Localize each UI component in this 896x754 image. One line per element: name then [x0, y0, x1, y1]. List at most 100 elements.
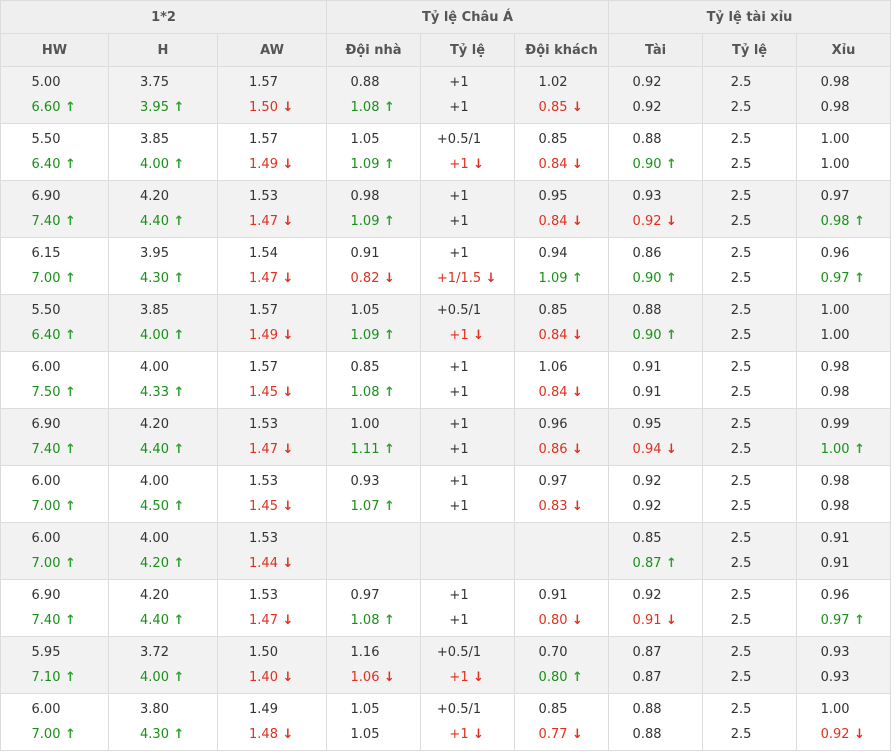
opening-odds: 0.98: [820, 473, 850, 489]
arrow-up-icon: ↑: [65, 612, 76, 628]
opening-odds: +1: [449, 587, 469, 603]
arrow-up-icon: ↑: [384, 327, 395, 343]
opening-odds: 1.57: [249, 74, 278, 90]
arrow-down-icon: ↓: [572, 327, 583, 343]
current-odds: +1: [449, 384, 469, 400]
group-over-under-header: Tỷ lệ tài xỉu: [608, 0, 892, 34]
odds-cell-aw: 1.53↑1.47↓: [216, 180, 328, 238]
opening-odds: 0.96: [538, 416, 568, 432]
opening-odds: 0.85: [538, 302, 568, 318]
current-odds: 1.11: [350, 441, 380, 457]
odds-cell-away: 0.85↑0.77↓: [514, 693, 610, 751]
odds-cell-home: 0.85↑1.08↑: [326, 351, 422, 409]
odds-cell-over: 0.87↑0.87↑: [608, 636, 704, 694]
opening-odds: +1: [449, 416, 469, 432]
current-odds: 0.82: [350, 270, 380, 286]
table-row: 6.90↑7.40↑4.20↑4.40↑1.53↑1.47↓0.97↑1.08↑…: [0, 579, 892, 637]
odds-cell-away: ↑↑: [514, 522, 610, 580]
arrow-down-icon: ↓: [282, 156, 294, 172]
odds-cell-away: 0.85↑0.84↓: [514, 123, 610, 181]
odds-cell-ou-line: 2.5↑2.5↑: [702, 522, 798, 580]
opening-odds: 2.5: [730, 701, 752, 717]
current-odds: 1.00: [820, 327, 850, 343]
arrow-up-icon: ↑: [173, 612, 185, 628]
odds-cell-h: 3.85↑4.00↑: [108, 294, 218, 352]
arrow-up-icon: ↑: [173, 669, 185, 685]
arrow-up-icon: ↑: [384, 612, 395, 628]
odds-cell-over: 0.95↑0.94↓: [608, 408, 704, 466]
odds-cell-home: 1.00↑1.11↑: [326, 408, 422, 466]
opening-odds: 6.90: [31, 587, 61, 603]
odds-cell-hw: 6.90↑7.40↑: [0, 180, 109, 238]
current-odds: 0.92: [632, 99, 662, 115]
current-odds: 0.91: [820, 555, 850, 571]
current-odds: 7.00: [31, 270, 61, 286]
current-odds: 2.5: [730, 669, 752, 685]
arrow-down-icon: ↓: [572, 726, 583, 742]
opening-odds: 0.88: [632, 701, 662, 717]
odds-cell-over: 0.86↑0.90↑: [608, 237, 704, 295]
odds-cell-aw: 1.54↑1.47↓: [216, 237, 328, 295]
opening-odds: +1: [449, 74, 469, 90]
opening-odds: 1.57: [249, 359, 278, 375]
odds-cell-away: 0.94↑1.09↑: [514, 237, 610, 295]
odds-cell-h: 3.75↑3.95↑: [108, 66, 218, 124]
opening-odds: 5.50: [31, 131, 61, 147]
current-odds: 1.06: [350, 669, 380, 685]
opening-odds: 0.93: [820, 644, 850, 660]
odds-cell-under: 0.99↑1.00↑: [796, 408, 892, 466]
opening-odds: 0.92: [632, 74, 662, 90]
table-row: 5.50↑6.40↑3.85↑4.00↑1.57↑1.49↓1.05↑1.09↑…: [0, 123, 892, 181]
current-odds: 4.30: [140, 270, 169, 286]
opening-odds: 2.5: [730, 245, 752, 261]
arrow-down-icon: ↓: [282, 441, 294, 457]
table-row: 6.90↑7.40↑4.20↑4.40↑1.53↑1.47↓0.98↑1.09↑…: [0, 180, 892, 238]
current-odds: 0.84: [538, 156, 568, 172]
arrow-up-icon: ↑: [173, 270, 185, 286]
odds-cell-ou-line: 2.5↑2.5↑: [702, 693, 798, 751]
opening-odds: 1.00: [350, 416, 380, 432]
table-row: 6.90↑7.40↑4.20↑4.40↑1.53↑1.47↓1.00↑1.11↑…: [0, 408, 892, 466]
odds-cell-away: 0.91↑0.80↓: [514, 579, 610, 637]
table-body: 5.00↑6.60↑3.75↑3.95↑1.57↑1.50↓0.88↑1.08↑…: [0, 66, 892, 751]
odds-cell-hw: 5.00↑6.60↑: [0, 66, 109, 124]
arrow-down-icon: ↓: [572, 384, 583, 400]
opening-odds: 5.95: [31, 644, 61, 660]
current-odds: 1.47: [249, 270, 278, 286]
arrow-down-icon: ↓: [572, 156, 583, 172]
current-odds: 1.08: [350, 612, 380, 628]
opening-odds: 0.91: [538, 587, 568, 603]
arrow-up-icon: ↑: [173, 441, 185, 457]
current-odds: 0.84: [538, 213, 568, 229]
current-odds: 2.5: [730, 156, 752, 172]
arrow-down-icon: ↓: [282, 327, 294, 343]
current-odds: 2.5: [730, 441, 752, 457]
opening-odds: 2.5: [730, 644, 752, 660]
opening-odds: 4.00: [140, 473, 169, 489]
opening-odds: 1.57: [249, 131, 278, 147]
current-odds: 0.80: [538, 669, 568, 685]
odds-cell-away: 0.70↑0.80↑: [514, 636, 610, 694]
odds-cell-away: 0.96↑0.86↓: [514, 408, 610, 466]
table-row: 6.00↑7.00↑4.00↑4.20↑1.53↑1.44↓↑↑↑↑↑↑0.85…: [0, 522, 892, 580]
col-over-header: Tài: [608, 33, 704, 67]
opening-odds: 4.00: [140, 359, 169, 375]
table-row: 6.00↑7.00↑4.00↑4.50↑1.53↑1.45↓0.93↑1.07↑…: [0, 465, 892, 523]
odds-cell-under: 1.00↑0.92↓: [796, 693, 892, 751]
opening-odds: +1: [449, 245, 469, 261]
opening-odds: 2.5: [730, 359, 752, 375]
current-odds: 1.44: [249, 555, 278, 571]
current-odds: 0.84: [538, 384, 568, 400]
current-odds: +1: [449, 213, 469, 229]
arrow-up-icon: ↑: [384, 156, 395, 172]
opening-odds: 5.00: [31, 74, 61, 90]
arrow-up-icon: ↑: [65, 555, 76, 571]
opening-odds: 1.53: [249, 530, 278, 546]
current-odds: 0.90: [632, 156, 662, 172]
current-odds: 1.45: [249, 384, 278, 400]
opening-odds: 1.05: [350, 302, 380, 318]
current-odds: 2.5: [730, 726, 752, 742]
arrow-down-icon: ↓: [282, 555, 294, 571]
current-odds: 1.05: [350, 726, 380, 742]
odds-cell-over: 0.93↑0.92↓: [608, 180, 704, 238]
